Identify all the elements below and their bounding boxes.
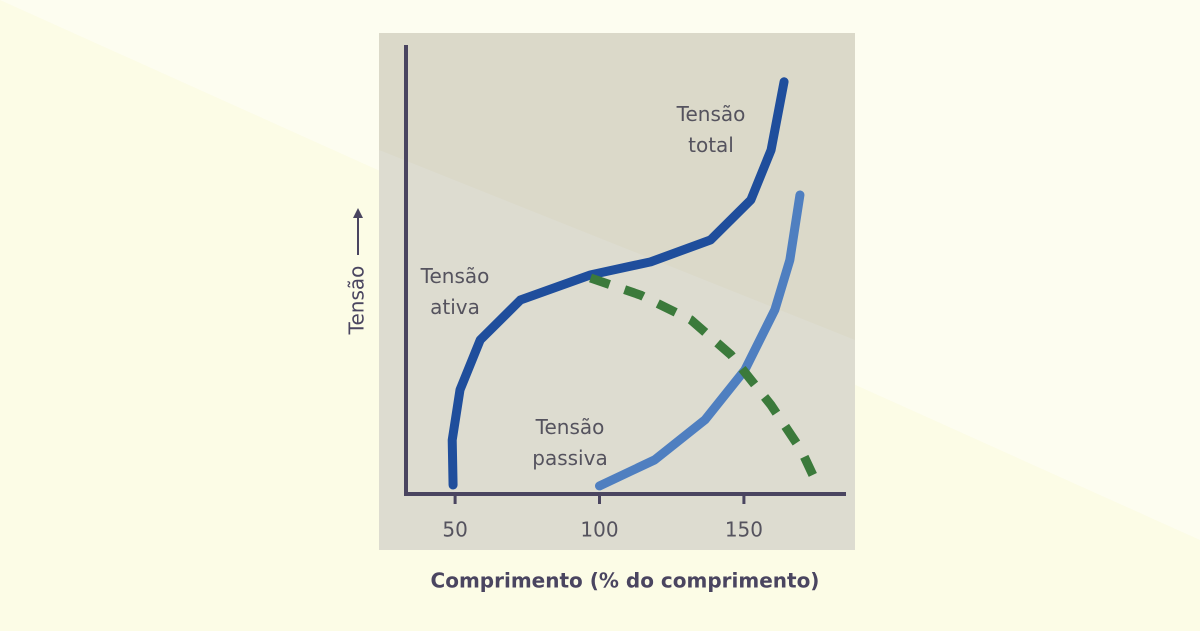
series-line bbox=[589, 273, 824, 491]
series-label: Tensão passiva bbox=[532, 415, 607, 470]
x-tick-label: 150 bbox=[725, 518, 763, 542]
plot: 50 100 150 Tensão total Tensão passiva Tensão at… bbox=[420, 77, 824, 542]
y-axis-label: Tensão bbox=[345, 266, 369, 336]
series-label: Tensão ativa bbox=[420, 264, 490, 319]
x-tick-label: 50 bbox=[442, 518, 467, 542]
series-label: Tensão total bbox=[676, 102, 746, 157]
x-tick-label: 100 bbox=[580, 518, 618, 542]
plot-band bbox=[379, 33, 855, 340]
x-axis-label: Comprimento (% do comprimento) bbox=[431, 569, 820, 593]
y-arrow-head bbox=[353, 208, 363, 218]
series-line bbox=[447, 77, 789, 490]
